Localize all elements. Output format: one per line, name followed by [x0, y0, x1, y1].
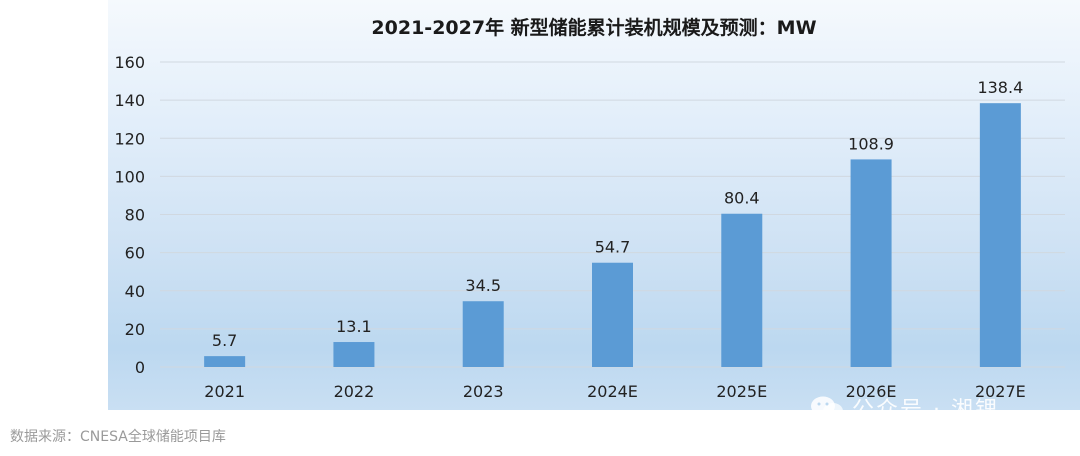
y-tick-label: 60: [125, 244, 145, 263]
x-tick-label: 2026E: [846, 382, 897, 401]
x-tick-label: 2023: [463, 382, 504, 401]
watermark: 公众号 · 湘锂: [810, 392, 999, 424]
x-tick-label: 2024E: [587, 382, 638, 401]
bar: [333, 342, 375, 367]
chart-title: 2021-2027年 新型储能累计装机规模及预测：MW: [371, 16, 816, 39]
x-tick-label: 2027E: [975, 382, 1026, 401]
y-tick-label: 100: [114, 167, 145, 186]
y-tick-label: 0: [135, 358, 145, 377]
data-label: 54.7: [595, 238, 631, 257]
x-tick-label: 2025E: [716, 382, 767, 401]
bar: [979, 103, 1021, 368]
watermark-text: 公众号 · 湘锂: [852, 398, 999, 423]
data-label: 13.1: [336, 317, 372, 336]
y-tick-label: 140: [114, 91, 145, 110]
source-note: 数据来源：CNESA全球储能项目库: [10, 429, 226, 445]
x-tick-label: 2021: [204, 382, 245, 401]
data-label: 108.9: [848, 134, 894, 153]
wechat-icon: [811, 396, 843, 419]
bar: [721, 213, 763, 367]
bar: [204, 356, 246, 367]
bar: [462, 301, 504, 367]
bar: [850, 159, 892, 367]
y-tick-label: 160: [114, 53, 145, 72]
data-label: 80.4: [724, 189, 760, 208]
y-tick-label: 40: [125, 282, 145, 301]
y-tick-label: 80: [125, 206, 145, 225]
x-tick-label: 2022: [334, 382, 375, 401]
data-label: 5.7: [212, 331, 237, 350]
y-tick-label: 120: [114, 129, 145, 148]
data-label: 34.5: [465, 276, 501, 295]
data-label: 138.4: [977, 78, 1023, 97]
y-tick-label: 20: [125, 320, 145, 339]
bar: [592, 262, 633, 367]
